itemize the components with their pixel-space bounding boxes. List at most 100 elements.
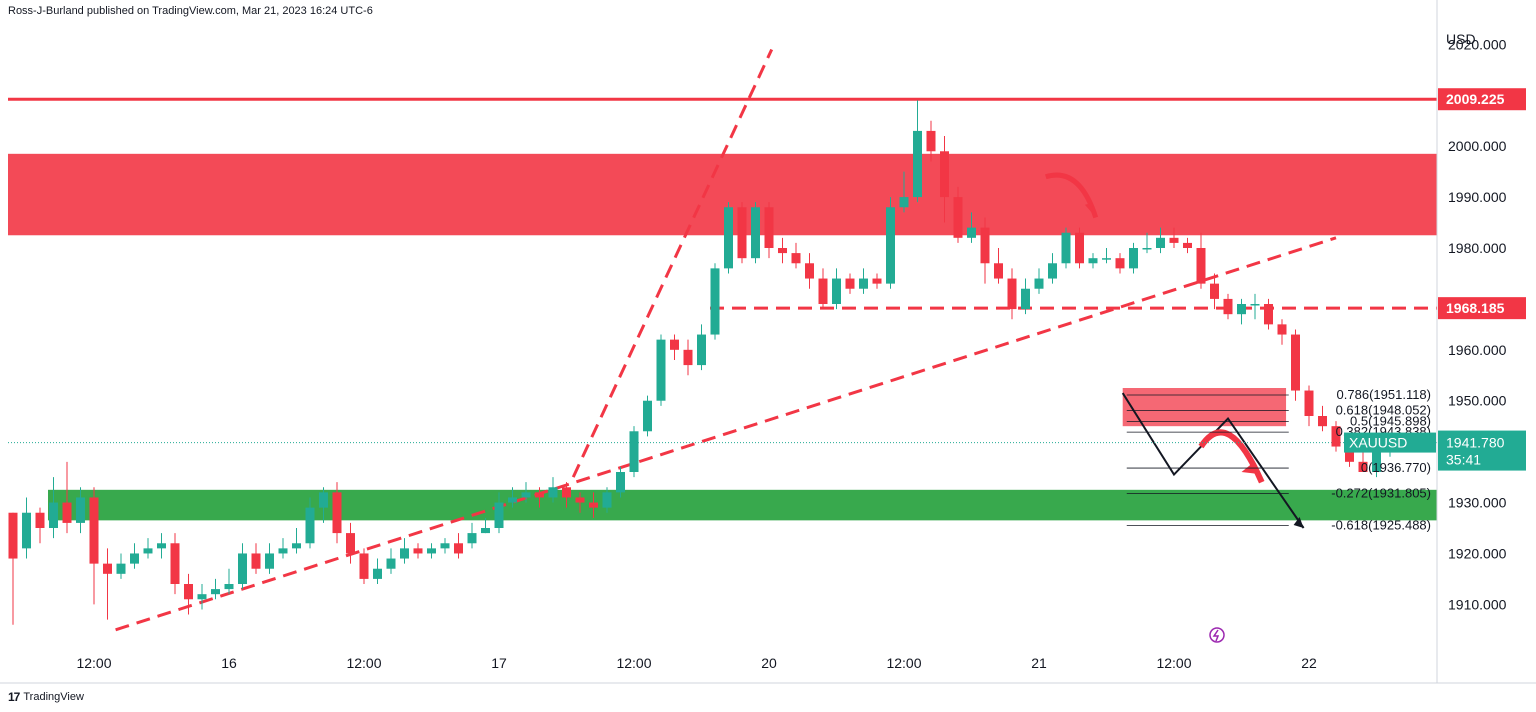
fib-level-label: -0.272(1931.805) bbox=[1331, 485, 1431, 500]
red-curved-arrow-bottom bbox=[1198, 429, 1265, 484]
time-tick-label: 12:00 bbox=[346, 655, 381, 671]
fib-level-label: 0(1936.770) bbox=[1361, 460, 1431, 475]
zones-layer bbox=[8, 153, 1437, 521]
tradingview-footer[interactable]: 17 TradingView bbox=[8, 690, 84, 704]
red-curved-arrow-top bbox=[1045, 172, 1099, 219]
candle-body bbox=[1075, 232, 1084, 264]
candle-body bbox=[1061, 232, 1071, 264]
candle-body bbox=[1034, 278, 1044, 289]
symbol-badge bbox=[1344, 432, 1436, 453]
candle-body bbox=[697, 334, 706, 366]
candle-body bbox=[994, 263, 1003, 279]
candle-body bbox=[521, 492, 531, 498]
time-tick-label: 17 bbox=[491, 655, 507, 671]
candle-body bbox=[886, 207, 895, 284]
supply-box bbox=[1122, 388, 1287, 427]
countdown-label: 35:41 bbox=[1446, 452, 1481, 468]
candle-body bbox=[1372, 451, 1381, 472]
candle-body bbox=[548, 487, 558, 498]
time-tick-label: 12:00 bbox=[886, 655, 921, 671]
candle-body bbox=[1223, 298, 1233, 315]
candles-layer bbox=[8, 100, 1395, 625]
candle-body bbox=[1115, 258, 1125, 269]
candle-body bbox=[103, 563, 112, 574]
candle-body bbox=[386, 558, 396, 569]
candle-body bbox=[805, 263, 814, 279]
candle-body bbox=[400, 548, 409, 559]
red-arrowhead-bottom bbox=[1241, 464, 1259, 474]
lightning-glyph-icon bbox=[1212, 629, 1220, 642]
price-tick-label: 1950.000 bbox=[1448, 393, 1507, 409]
price-mark-label: 1968.185 bbox=[1446, 300, 1505, 316]
candle-body bbox=[818, 278, 828, 304]
time-tick-label: 12:00 bbox=[1156, 655, 1191, 671]
price-tick-label: 1920.000 bbox=[1448, 545, 1507, 561]
candle-body bbox=[1358, 461, 1368, 472]
candle-body bbox=[76, 497, 85, 523]
candle-body bbox=[130, 553, 139, 564]
candle-body bbox=[724, 207, 733, 269]
last-price-label: 1941.780 bbox=[1446, 435, 1505, 451]
support-zone bbox=[48, 489, 1437, 521]
time-tick-label: 21 bbox=[1031, 655, 1047, 671]
candle-body bbox=[1237, 304, 1246, 315]
candle-body bbox=[764, 207, 774, 248]
symbol-label: XAUUSD bbox=[1349, 435, 1407, 451]
price-mark-label: 2009.225 bbox=[1446, 91, 1505, 107]
candle-body bbox=[1156, 237, 1165, 248]
candle-body bbox=[832, 278, 841, 304]
fib-level-label: 0.786(1951.118) bbox=[1337, 387, 1431, 402]
candle-body bbox=[278, 548, 288, 554]
price-tick-label: 1930.000 bbox=[1448, 495, 1507, 511]
candle-body bbox=[454, 543, 463, 554]
candle-body bbox=[467, 533, 477, 544]
candle-body bbox=[238, 553, 247, 584]
candle-body bbox=[751, 207, 760, 259]
candle-body bbox=[211, 589, 220, 595]
projection-arrow-head bbox=[1293, 517, 1304, 528]
candle-body bbox=[940, 151, 949, 198]
price-tick-label: 1990.000 bbox=[1448, 189, 1507, 205]
candle-body bbox=[1264, 304, 1273, 325]
price-tick-label: 2000.000 bbox=[1448, 138, 1507, 154]
price-tick-label: 2020.000 bbox=[1448, 36, 1507, 52]
candle-body bbox=[1196, 248, 1206, 284]
last-price-badge bbox=[1438, 430, 1526, 471]
candle-body bbox=[791, 253, 801, 264]
candle-body bbox=[49, 502, 58, 528]
currency-label: USD bbox=[1446, 31, 1476, 47]
candle-body bbox=[332, 492, 342, 534]
candle-body bbox=[683, 349, 693, 366]
candle-body bbox=[494, 502, 504, 528]
price-tick-label: 1910.000 bbox=[1448, 596, 1507, 612]
candle-body bbox=[616, 472, 625, 493]
candle-body bbox=[1021, 288, 1030, 310]
candle-body bbox=[1331, 426, 1341, 447]
price-tick-label: 1960.000 bbox=[1448, 342, 1507, 358]
candle-body bbox=[184, 584, 193, 600]
fib-level-label: -0.618(1925.488) bbox=[1331, 518, 1431, 533]
candle-body bbox=[1088, 258, 1098, 264]
candle-body bbox=[413, 548, 423, 554]
price-tick-label: 1980.000 bbox=[1448, 240, 1507, 256]
candle-body bbox=[305, 507, 315, 544]
candle-body bbox=[1277, 324, 1287, 335]
candle-body bbox=[737, 207, 747, 259]
price-mark-badge bbox=[1438, 297, 1526, 320]
candle-body bbox=[143, 548, 153, 554]
candle-body bbox=[1291, 334, 1300, 391]
candle-body bbox=[967, 227, 976, 238]
candle-body bbox=[643, 400, 652, 432]
candle-body bbox=[562, 487, 571, 498]
candle-body bbox=[778, 248, 787, 254]
candle-body bbox=[926, 130, 936, 152]
candle-body bbox=[953, 197, 963, 238]
candle-body bbox=[373, 568, 382, 579]
candle-body bbox=[22, 512, 31, 549]
fib-level-label: 0.618(1948.052) bbox=[1336, 403, 1431, 418]
candle-body bbox=[116, 563, 126, 574]
time-axis-layer: 12:00 16 12:00 17 12:00 20 12:00 21 12:00 22 bbox=[0, 0, 1536, 684]
candle-body bbox=[157, 543, 166, 549]
